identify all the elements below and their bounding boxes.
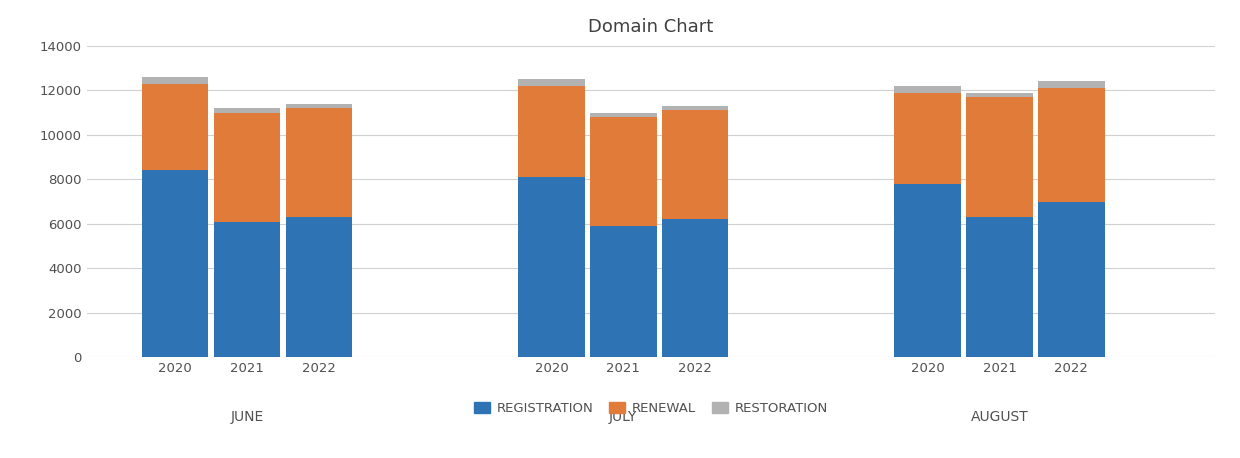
- Bar: [966, 217, 1033, 357]
- Text: JUNE: JUNE: [231, 410, 264, 424]
- Bar: [894, 93, 961, 184]
- Text: JULY: JULY: [609, 410, 637, 424]
- Bar: [286, 104, 352, 108]
- Title: Domain Chart: Domain Chart: [588, 18, 714, 36]
- Bar: [894, 184, 961, 357]
- Bar: [662, 110, 728, 219]
- Bar: [1038, 82, 1105, 88]
- Bar: [518, 86, 584, 177]
- Bar: [215, 108, 280, 113]
- Bar: [143, 77, 208, 84]
- Bar: [215, 113, 280, 222]
- Bar: [590, 226, 656, 357]
- Bar: [518, 79, 584, 86]
- Bar: [590, 113, 656, 117]
- Bar: [894, 86, 961, 93]
- Legend: REGISTRATION, RENEWAL, RESTORATION: REGISTRATION, RENEWAL, RESTORATION: [470, 398, 832, 419]
- Bar: [518, 177, 584, 357]
- Bar: [143, 170, 208, 357]
- Bar: [215, 222, 280, 357]
- Bar: [286, 217, 352, 357]
- Bar: [143, 84, 208, 170]
- Bar: [1038, 202, 1105, 357]
- Bar: [286, 108, 352, 217]
- Text: AUGUST: AUGUST: [971, 410, 1028, 424]
- Bar: [966, 93, 1033, 97]
- Bar: [662, 106, 728, 110]
- Bar: [966, 97, 1033, 217]
- Bar: [590, 117, 656, 226]
- Bar: [1038, 88, 1105, 202]
- Bar: [662, 219, 728, 357]
